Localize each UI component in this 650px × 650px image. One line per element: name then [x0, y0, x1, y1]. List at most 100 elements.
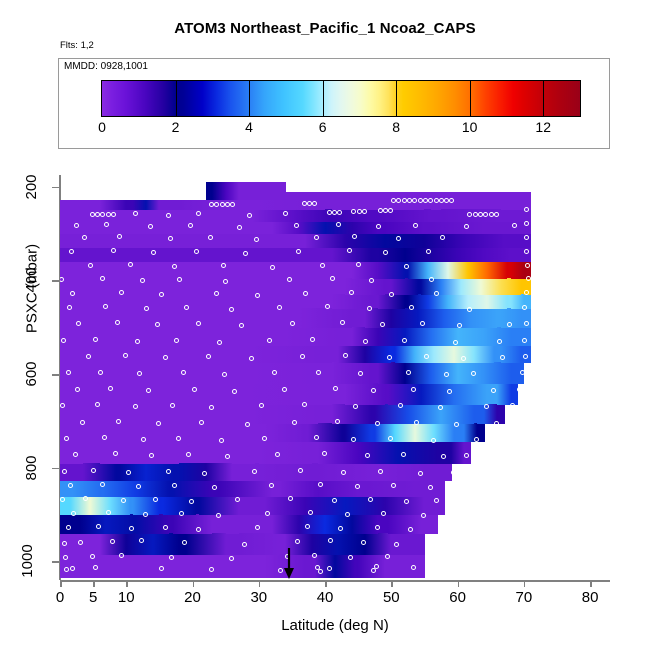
flight-track-point	[417, 198, 423, 204]
flight-track-point	[321, 451, 327, 457]
flight-track-point	[401, 452, 407, 458]
heatmap-cell-blend	[185, 533, 226, 555]
flight-track-point	[216, 339, 222, 345]
flight-track-point	[104, 222, 110, 228]
heatmap-cell-blend	[245, 199, 326, 210]
flight-track-point	[90, 467, 96, 473]
heatmap-cell-blend	[298, 308, 352, 328]
heatmap-cell-blend	[447, 294, 468, 310]
heatmap-cell-blend	[162, 496, 196, 516]
heatmap-cell-blend	[378, 261, 405, 279]
heatmap-cell-blend	[421, 383, 455, 405]
heatmap-cell	[60, 199, 114, 210]
heatmap-cell-blend	[238, 533, 279, 555]
heatmap-cell-blend	[351, 327, 379, 347]
flight-track-point	[63, 555, 69, 561]
colorbar-tick-label: 6	[318, 119, 327, 135]
y-tick-label: 600	[22, 361, 40, 387]
heatmap-cell-blend	[407, 261, 428, 279]
flight-track-point	[524, 248, 530, 254]
colorbar-panel: MMDD: 0928,1001 0 2 4 6 8 10 12	[58, 58, 610, 149]
heatmap-cell-blend	[103, 480, 137, 498]
flight-track-point	[165, 213, 171, 219]
flight-track-point	[351, 209, 357, 215]
flight-track-point	[295, 539, 301, 545]
flight-track-point	[500, 355, 506, 361]
flight-track-point	[96, 524, 102, 530]
heatmap-cell-blend	[305, 233, 345, 249]
flight-track-point	[116, 418, 122, 424]
flight-track-point	[477, 212, 483, 218]
heatmap-cell-blend	[444, 308, 471, 328]
flight-track-point	[326, 210, 332, 216]
heatmap-cell-blend	[265, 496, 306, 516]
flight-track-point	[62, 468, 68, 474]
flight-track-point	[253, 236, 259, 242]
flight-track-point	[301, 200, 307, 206]
latitude-marker-arrow-icon	[283, 548, 294, 579]
flight-track-point	[122, 353, 128, 359]
flight-track-point	[332, 210, 338, 216]
flight-track-point	[524, 220, 530, 226]
flight-track-point	[71, 510, 77, 516]
heatmap-cell	[60, 345, 286, 363]
flight-track-point	[444, 372, 450, 378]
heatmap-cell-blend	[378, 294, 405, 310]
flight-track-point	[522, 304, 528, 310]
x-tick-label: 30	[250, 589, 268, 606]
flight-track-point	[265, 510, 271, 516]
heatmap-cell-blend	[331, 362, 372, 384]
flight-track-point	[79, 419, 85, 425]
flight-track-point	[139, 538, 145, 544]
heatmap-cell-blend	[434, 345, 455, 363]
flight-track-point	[391, 482, 397, 488]
heatmap-cell-blend	[378, 247, 405, 263]
flight-track-point	[328, 538, 334, 544]
x-tick	[60, 580, 62, 587]
x-tick-label: 40	[316, 589, 334, 606]
flight-track-point	[313, 435, 319, 441]
heatmap-cell-blend	[441, 278, 461, 295]
heatmap-cell-blend	[510, 261, 524, 279]
heatmap-cell-blend	[484, 362, 511, 384]
flight-track-point	[73, 452, 79, 458]
heatmap-cell-blend	[258, 441, 312, 464]
heatmap-cell	[378, 192, 532, 201]
heatmap-cell-blend	[467, 294, 488, 310]
flight-track-point	[224, 201, 230, 207]
flight-track-point	[255, 524, 261, 530]
heatmap-cell-blend	[146, 199, 160, 210]
heatmap-cell	[60, 261, 366, 279]
heatmap-cell-blend	[109, 496, 130, 516]
flight-track-point	[183, 304, 189, 310]
flight-track-point	[289, 321, 295, 327]
flight-track-point	[472, 212, 478, 218]
flight-track-point	[488, 212, 494, 218]
flight-track-point	[354, 483, 360, 489]
y-tick-label: 200	[22, 174, 40, 200]
heatmap-cell-blend	[394, 423, 415, 443]
heatmap-cell-blend	[285, 533, 312, 555]
flight-track-point	[94, 211, 100, 217]
flight-track-point	[420, 512, 426, 518]
heatmap-cell-blend	[99, 441, 180, 464]
heatmap-cell-blend	[179, 462, 206, 482]
heatmap-cell-blend	[431, 247, 458, 263]
flight-track-point	[170, 403, 176, 409]
flight-track-point	[344, 511, 350, 517]
flight-track-point	[86, 354, 92, 360]
flight-track-point	[318, 481, 324, 487]
flight-track-point	[336, 222, 342, 228]
heatmap-cell-blend	[318, 480, 359, 498]
heatmap-cell-blend	[331, 192, 425, 201]
flight-track-point	[132, 211, 138, 217]
heatmap-cell	[60, 233, 326, 249]
heatmap-cell-blend	[500, 345, 521, 363]
flight-track-point	[61, 337, 67, 343]
flight-track-point	[333, 385, 339, 391]
heatmap-cell-blend	[358, 554, 385, 579]
flight-track-point	[198, 419, 204, 425]
flight-track-point	[152, 496, 158, 502]
flight-track-point	[235, 496, 241, 502]
x-tick-label: 60	[449, 589, 466, 606]
